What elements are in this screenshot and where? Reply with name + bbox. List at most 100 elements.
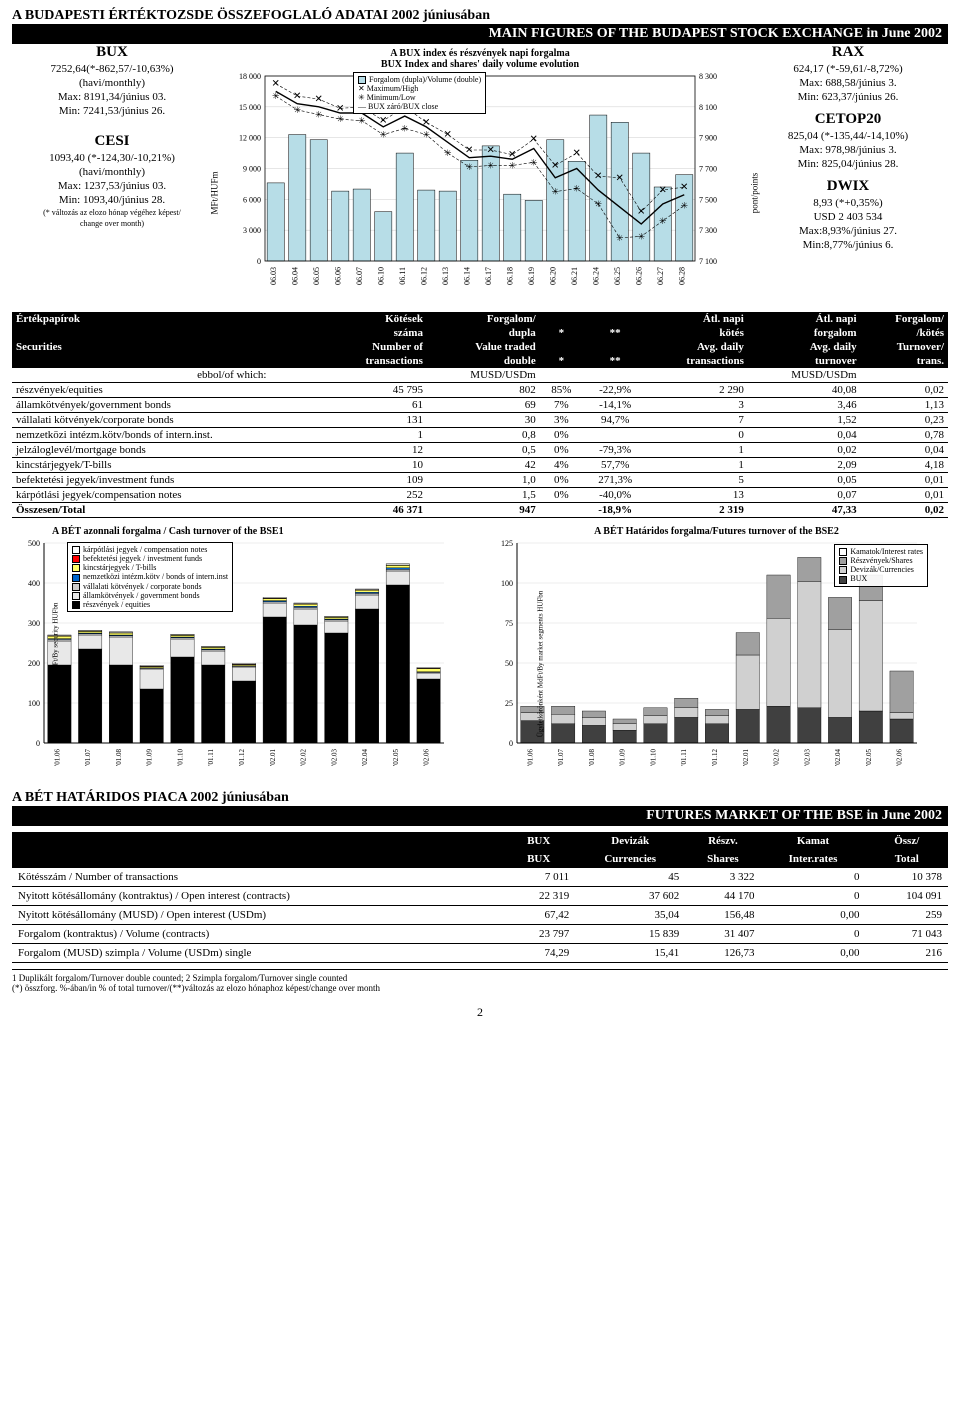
svg-text:06.12: 06.12	[419, 267, 428, 285]
svg-text:✳: ✳	[422, 130, 430, 140]
svg-text:'01.07: '01.07	[557, 749, 565, 767]
svg-text:✳: ✳	[659, 216, 667, 226]
svg-text:06.04: 06.04	[290, 267, 299, 285]
chart1-legend: kárpótlási jegyek / compensation notesbe…	[67, 542, 233, 612]
svg-text:06.24: 06.24	[591, 267, 600, 285]
idx-note1: (* változás az elozo hónap végéhez képes…	[12, 208, 212, 217]
rax-name: RAX	[748, 44, 948, 61]
svg-text:'01.06: '01.06	[526, 749, 534, 767]
rax-val: 624,17 (*-59,61/-8,72%)	[748, 63, 948, 75]
svg-text:06.10: 06.10	[376, 267, 385, 285]
svg-text:✕: ✕	[530, 134, 538, 145]
table-row: részvények/equities45 79580285%-22,9%2 2…	[12, 383, 948, 398]
dwix-usd: USD 2 403 534	[748, 211, 948, 223]
bux-val: 7252,64(*-862,57/-10,63%)	[12, 63, 212, 75]
svg-text:✳: ✳	[401, 123, 409, 133]
futures-turnover-chart: A BÉT Határidos forgalma/Futures turnove…	[485, 526, 948, 780]
cetop-val: 825,04 (*-135,44/-14,10%)	[748, 130, 948, 142]
svg-text:✳: ✳	[358, 116, 366, 126]
svg-text:✳: ✳	[637, 231, 645, 241]
idx-note2: change over month)	[12, 219, 212, 228]
cesi-val: 1093,40 (*-124,30/-10,21%)	[12, 152, 212, 164]
svg-text:'01.09: '01.09	[619, 749, 627, 767]
svg-text:7 500: 7 500	[699, 195, 717, 204]
svg-text:✳: ✳	[508, 160, 516, 170]
svg-text:400: 400	[28, 579, 40, 588]
svg-text:✕: ✕	[616, 173, 624, 184]
svg-text:'02.02: '02.02	[773, 749, 781, 767]
svg-text:✳: ✳	[487, 160, 495, 170]
page-number: 2	[12, 1005, 948, 1020]
table-row: Forgalom (MUSD) szimpla / Volume (USDm) …	[12, 944, 948, 963]
svg-text:✕: ✕	[594, 171, 602, 182]
svg-text:✳: ✳	[272, 91, 280, 101]
svg-text:✳: ✳	[551, 187, 559, 197]
svg-text:'02.06: '02.06	[423, 749, 431, 767]
svg-text:'01.10: '01.10	[649, 749, 657, 767]
cesi-min: Min: 1093,40/június 28.	[12, 194, 212, 206]
svg-text:200: 200	[28, 659, 40, 668]
svg-text:25: 25	[505, 699, 513, 708]
cesi-max: Max: 1237,53/június 03.	[12, 180, 212, 192]
main-chart-title1: A BUX index és részvények napi forgalma	[390, 48, 569, 59]
indices-left-col: BUX 7252,64(*-862,57/-10,63%) (havi/mont…	[12, 44, 212, 306]
svg-text:✳: ✳	[594, 199, 602, 209]
svg-text:'02.01: '02.01	[269, 749, 277, 767]
table-row: nemzetközi intézm.kötv/bonds of intern.i…	[12, 428, 948, 443]
svg-text:75: 75	[505, 619, 513, 628]
svg-text:8 100: 8 100	[699, 103, 717, 112]
dwix-val: 8,93 (*+0,35%)	[748, 197, 948, 209]
svg-text:✳: ✳	[379, 130, 387, 140]
svg-text:✕: ✕	[379, 116, 387, 127]
page-title-en: MAIN FIGURES OF THE BUDAPEST STOCK EXCHA…	[12, 24, 948, 44]
svg-text:✳: ✳	[336, 114, 344, 124]
svg-text:✕: ✕	[336, 103, 344, 114]
cetop-name: CETOP20	[748, 111, 948, 128]
svg-text:125: 125	[501, 539, 513, 548]
table-row: Nyitott kötésállomány (kontraktus) / Ope…	[12, 887, 948, 906]
chart1-ylabel: Értékpapíronként MdFt/By security HUFbn	[51, 602, 59, 725]
table-row: befektetési jegyek/investment funds1091,…	[12, 473, 948, 488]
bux-name: BUX	[12, 44, 212, 61]
svg-text:'02.05: '02.05	[865, 749, 873, 767]
svg-text:✳: ✳	[573, 184, 581, 194]
table-row: Nyitott kötésállomány (MUSD) / Open inte…	[12, 906, 948, 925]
footnote-2: (*) összforg. %-ában/in % of total turno…	[12, 983, 948, 993]
main-chart: A BUX index és részvények napi forgalma …	[220, 44, 740, 306]
svg-text:06.19: 06.19	[527, 267, 536, 285]
cetop-min: Min: 825,04/június 28.	[748, 158, 948, 170]
svg-text:'01.12: '01.12	[711, 749, 719, 767]
svg-text:06.25: 06.25	[613, 267, 622, 285]
svg-text:✕: ✕	[659, 185, 667, 196]
svg-text:'01.09: '01.09	[146, 749, 154, 767]
rax-max: Max: 688,58/június 3.	[748, 77, 948, 89]
svg-text:✳: ✳	[293, 105, 301, 115]
svg-text:✕: ✕	[272, 79, 280, 90]
svg-text:✕: ✕	[465, 145, 473, 156]
svg-text:06.20: 06.20	[548, 267, 557, 285]
svg-text:7 300: 7 300	[699, 226, 717, 235]
svg-text:100: 100	[501, 579, 513, 588]
chart2-title: A BÉT Határidos forgalma/Futures turnove…	[485, 526, 948, 537]
svg-text:15 000: 15 000	[239, 103, 261, 112]
svg-text:300: 300	[28, 619, 40, 628]
svg-text:✳: ✳	[680, 201, 688, 211]
svg-text:06.05: 06.05	[312, 267, 321, 285]
svg-text:06.21: 06.21	[570, 267, 579, 285]
svg-text:500: 500	[28, 539, 40, 548]
svg-text:'02.04: '02.04	[834, 749, 842, 767]
cesi-name: CESI	[12, 133, 212, 150]
svg-text:'01.06: '01.06	[53, 749, 61, 767]
svg-text:0: 0	[36, 739, 40, 748]
svg-text:'01.11: '01.11	[207, 749, 215, 766]
securities-table: Értékpapírok Kötések Forgalom/ Átl. napi…	[12, 312, 948, 518]
svg-text:8 300: 8 300	[699, 72, 717, 81]
indices-right-col: RAX 624,17 (*-59,61/-8,72%) Max: 688,58/…	[748, 44, 948, 306]
svg-text:06.03: 06.03	[269, 267, 278, 285]
svg-text:✕: ✕	[573, 148, 581, 159]
dwix-name: DWIX	[748, 178, 948, 195]
svg-text:06.18: 06.18	[505, 267, 514, 285]
main-chart-ylabel-left: MFt/HUFm	[210, 171, 220, 214]
svg-text:✕: ✕	[637, 207, 645, 218]
svg-text:✳: ✳	[616, 233, 624, 243]
